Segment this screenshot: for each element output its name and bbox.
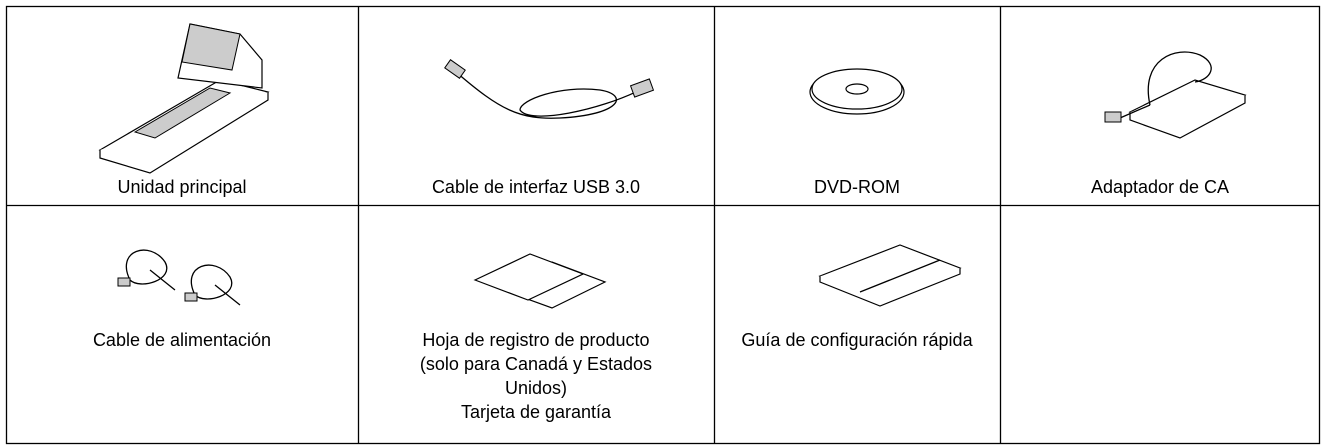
scanner-icon — [98, 23, 270, 174]
cell-label: Unidad principal — [117, 177, 246, 197]
cell-label: Adaptador de CA — [1091, 177, 1229, 197]
sheet-icon — [473, 253, 607, 309]
cell-label: Cable de interfaz USB 3.0 — [432, 177, 640, 197]
adapter-icon — [1104, 51, 1247, 139]
cell-label: (solo para Canadá y Estados — [420, 354, 652, 374]
guide-icon — [818, 244, 962, 307]
cell-label: Unidos) — [505, 378, 567, 398]
dvd-icon — [809, 68, 905, 115]
cell-label: Tarjeta de garantía — [461, 402, 612, 422]
cell-label: Cable de alimentación — [93, 330, 271, 350]
usb-cable-icon — [444, 59, 655, 119]
cell-label: DVD-ROM — [814, 177, 900, 197]
cell-label: Guía de configuración rápida — [741, 330, 973, 350]
table-grid — [5, 5, 1321, 445]
power-cable-icon — [117, 249, 241, 306]
cell-label: Hoja de registro de producto — [422, 330, 649, 350]
